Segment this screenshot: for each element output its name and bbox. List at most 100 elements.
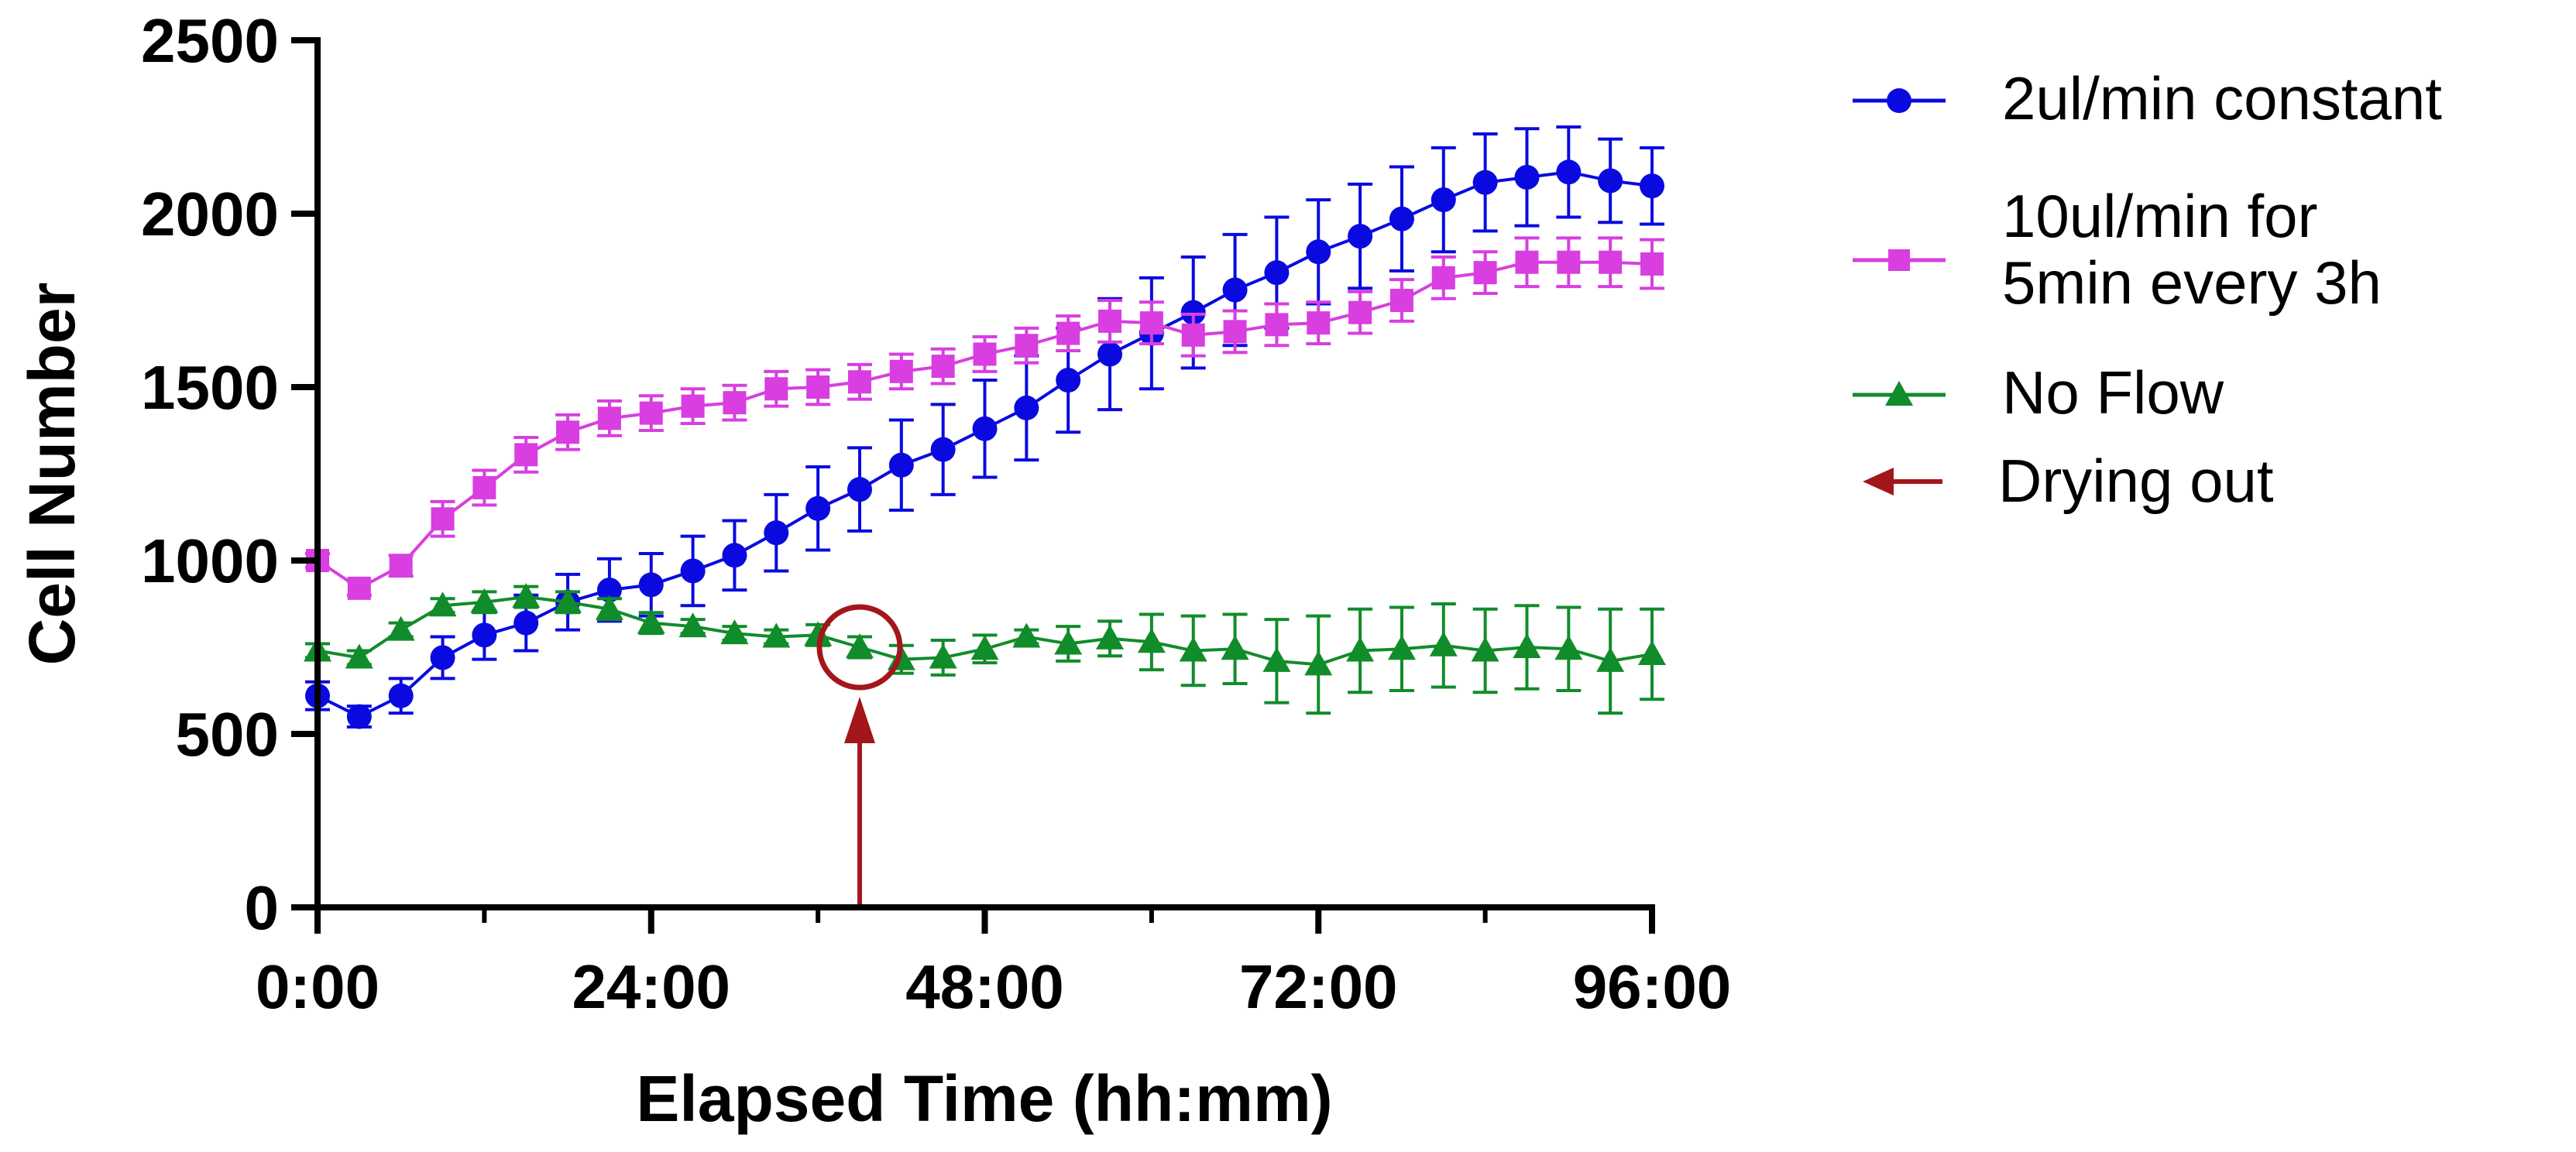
data-point — [1556, 159, 1582, 185]
data-point — [1389, 289, 1413, 312]
data-point — [1640, 252, 1664, 276]
plot-area — [304, 125, 1666, 907]
legend-label-10ul-min: 10ul/min for 5min every 3h — [2002, 182, 2382, 317]
data-point — [720, 619, 749, 645]
data-point — [1139, 311, 1163, 335]
data-point — [1348, 224, 1373, 249]
data-point — [1098, 309, 1122, 333]
data-point — [889, 359, 913, 383]
x-tick-label: 0:00 — [256, 952, 380, 1021]
data-point — [514, 443, 538, 467]
data-point — [1472, 170, 1498, 195]
data-point — [1557, 250, 1581, 274]
x-tick-label: 24:00 — [572, 952, 730, 1021]
data-point — [1598, 168, 1623, 194]
data-point — [722, 543, 747, 568]
data-point — [1221, 635, 1249, 660]
data-point — [678, 612, 707, 638]
legend-marker-square — [1888, 249, 1910, 271]
data-point — [804, 621, 833, 646]
data-point — [556, 420, 580, 444]
series-no-flow — [304, 583, 1666, 715]
y-tick-label: 2500 — [141, 6, 279, 75]
annotation-arrow-head — [843, 697, 875, 743]
data-point — [1056, 321, 1080, 345]
legend-label-10ul-min-line-1: 10ul/min for — [2002, 182, 2318, 250]
data-point — [1179, 636, 1207, 662]
y-axis-label: Cell Number — [15, 283, 88, 666]
data-point — [681, 394, 705, 418]
x-tick-label: 96:00 — [1573, 952, 1732, 1021]
data-point — [805, 495, 831, 521]
data-point — [1304, 650, 1333, 676]
data-point — [764, 377, 788, 401]
data-point — [1264, 260, 1290, 286]
data-point — [847, 477, 872, 502]
data-point — [973, 342, 997, 366]
data-point — [970, 635, 999, 660]
data-point — [470, 588, 499, 613]
data-point — [639, 401, 663, 425]
data-point — [386, 615, 415, 641]
data-point — [1056, 368, 1081, 393]
data-point — [1137, 628, 1166, 653]
y-tick-label: 500 — [176, 700, 279, 769]
data-point — [845, 633, 874, 658]
annotation-circle — [816, 604, 903, 691]
data-point — [472, 622, 497, 648]
data-point — [554, 588, 582, 613]
x-axis-label: Elapsed Time (hh:mm) — [636, 1062, 1332, 1135]
data-point — [347, 576, 371, 600]
data-point — [597, 406, 621, 430]
data-point — [1431, 187, 1456, 213]
x-tick-label: 72:00 — [1239, 952, 1398, 1021]
data-point — [930, 437, 956, 462]
data-point — [389, 554, 413, 578]
data-point — [1429, 631, 1458, 657]
data-point — [1306, 239, 1331, 265]
y-tick-label: 1500 — [141, 353, 279, 422]
data-point — [637, 609, 665, 634]
y-axis-ticks: 0 500 1000 1500 2000 2500 — [141, 6, 318, 942]
data-point — [764, 520, 789, 546]
legend-entry-2ul-min-constant[interactable]: 2ul/min constant — [1853, 64, 2442, 132]
data-point — [512, 583, 541, 609]
data-point — [929, 643, 957, 669]
data-point — [1222, 277, 1248, 303]
data-point — [1223, 320, 1247, 344]
series-10ul-min-for-5min-every-3h — [305, 236, 1664, 600]
legend-marker-circle — [1887, 88, 1911, 113]
data-point — [596, 578, 622, 603]
data-point — [513, 610, 539, 636]
data-point — [1596, 646, 1625, 672]
x-axis-ticks: 0:00 24:00 48:00 72:00 96:00 — [256, 907, 1731, 1021]
data-point — [431, 507, 455, 531]
data-point — [472, 475, 496, 499]
data-point — [430, 645, 455, 670]
series-2ul-min-constant — [305, 125, 1664, 729]
legend-entry-drying-out[interactable]: Drying out — [1863, 447, 2274, 515]
data-point — [346, 704, 372, 729]
legend-entry-10ul-min[interactable]: 10ul/min for 5min every 3h — [1853, 182, 2382, 317]
legend-label-10ul-min-line-2: 5min every 3h — [2002, 249, 2382, 317]
data-point — [888, 452, 914, 478]
data-point — [1471, 636, 1499, 662]
data-point — [1054, 629, 1083, 655]
data-point — [1513, 633, 1541, 658]
legend-label-drying-out: Drying out — [1998, 447, 2274, 515]
data-point — [1515, 250, 1539, 274]
data-point — [1096, 624, 1125, 650]
data-point — [723, 391, 747, 415]
data-point — [806, 375, 830, 399]
data-point — [1346, 636, 1375, 662]
legend-arrow-icon — [1863, 468, 1894, 495]
data-point — [1180, 300, 1206, 325]
data-point — [1387, 635, 1416, 660]
data-point — [1265, 313, 1289, 337]
legend-entry-no-flow[interactable]: No Flow — [1853, 358, 2224, 427]
data-point — [388, 683, 414, 708]
data-point — [1638, 639, 1666, 665]
data-point — [638, 572, 664, 598]
legend-label-2ul-min-constant: 2ul/min constant — [2002, 64, 2442, 132]
